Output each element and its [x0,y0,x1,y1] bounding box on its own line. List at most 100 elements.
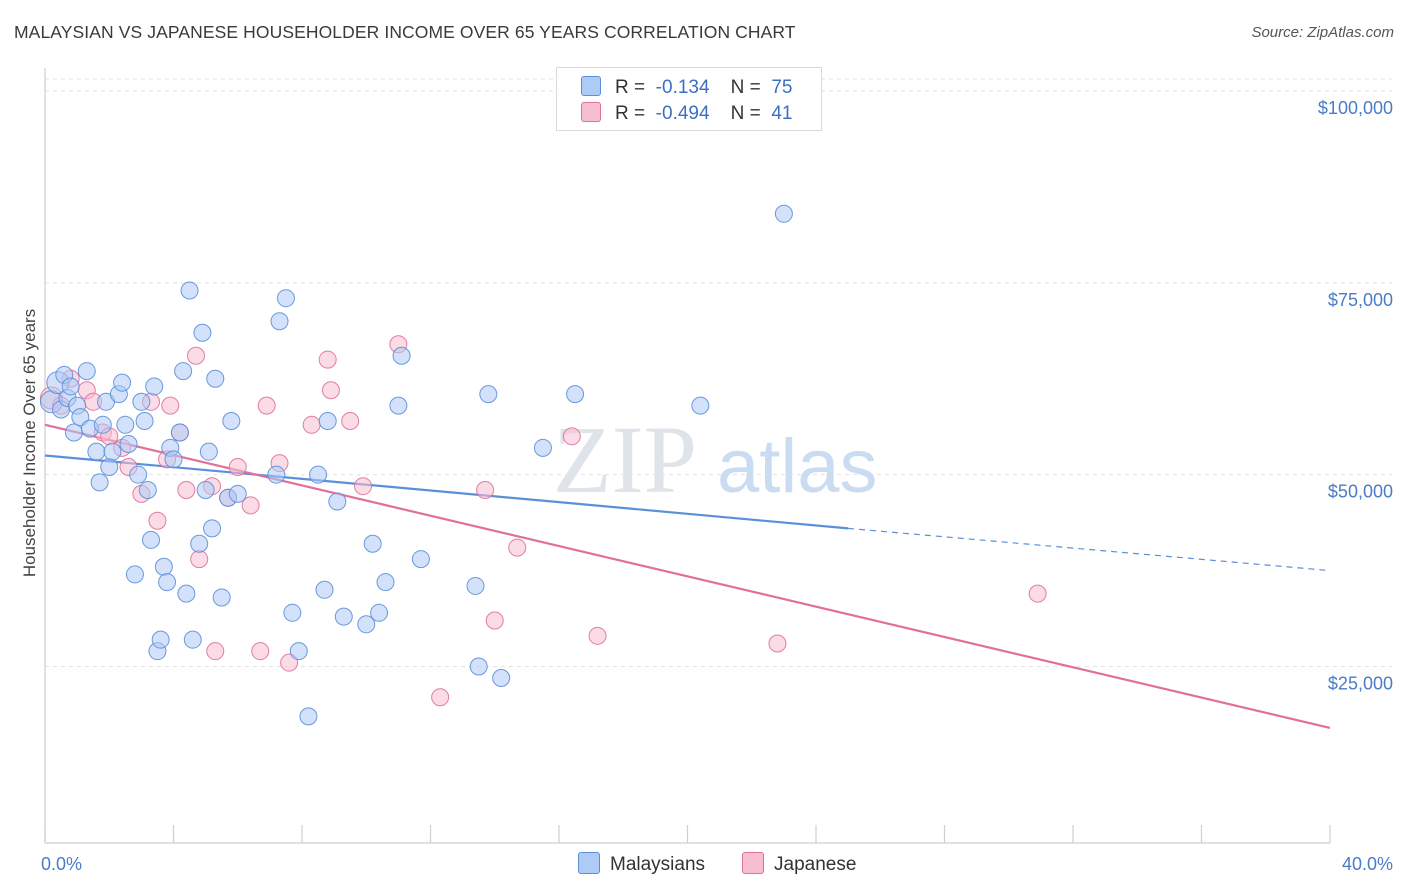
point-malaysians [90,473,109,492]
point-malaysians [203,519,222,538]
point-malaysians [142,530,161,549]
point-malaysians [138,481,157,500]
bottom-legend-label: Malaysians [610,854,706,875]
correlation-legend: R = -0.134 N = 75 R = -0.494 N = 41 [556,67,822,131]
point-malaysians [206,369,225,388]
source-label: Source: ZipAtlas.com [1251,24,1394,41]
point-japanese [280,653,299,672]
point-japanese [341,411,360,430]
point-japanese [476,481,495,500]
watermark-atlas: atlas [717,424,878,509]
point-japanese [1028,584,1047,603]
point-japanese [251,642,270,661]
legend-swatch-japanese [581,102,601,122]
point-malaysians [113,373,132,392]
point-malaysians [533,438,552,457]
trend-line-malaysians [44,454,849,530]
point-malaysians [267,465,286,484]
legend-n-value: 41 [771,103,793,124]
point-malaysians [222,411,241,430]
legend-r-value: -0.494 [655,103,710,124]
point-japanese [302,415,321,434]
point-japanese [768,634,787,653]
point-malaysians [299,707,318,726]
chart-title: MALAYSIAN VS JAPANESE HOUSEHOLDER INCOME… [14,22,796,42]
point-japanese [228,458,247,477]
y-tick-label: $50,000 [1328,482,1393,502]
point-malaysians [61,377,80,396]
point-malaysians [170,423,189,442]
legend-swatch-malaysians [581,76,601,96]
point-malaysians [154,557,173,576]
y-tick-label: $25,000 [1328,674,1393,694]
point-malaysians [193,323,212,342]
point-malaysians [466,576,485,595]
bottom-legend-swatch [578,852,600,874]
point-malaysians [691,396,710,415]
point-malaysians [228,484,247,503]
legend-row-japanese: R = -0.494 N = 41 [581,102,792,126]
point-malaysians [270,312,289,331]
point-malaysians [119,434,138,453]
point-malaysians [116,415,135,434]
point-japanese [321,381,340,400]
tick-labels: $100,000 $75,000 $50,000 $25,000 0.0% 40.0% [41,98,1393,874]
point-malaysians [276,289,295,308]
point-japanese [431,688,450,707]
point-malaysians [283,603,302,622]
y-tick-label: $100,000 [1318,98,1393,118]
y-tick-label: $75,000 [1328,290,1393,310]
watermark-zip: ZIP [553,406,697,513]
point-malaysians [389,396,408,415]
point-malaysians [190,534,209,553]
data-points [39,204,1047,726]
point-malaysians [370,603,389,622]
point-japanese [186,346,205,365]
point-malaysians [196,481,215,500]
point-malaysians [71,408,90,427]
trend-lines [44,423,1331,729]
point-japanese [241,496,260,515]
point-malaysians [469,657,488,676]
trend-line-extension-malaysians [848,527,1331,572]
point-malaysians [492,669,511,688]
legend-n-label: N = [730,103,761,124]
point-malaysians [100,458,119,477]
point-malaysians [164,450,183,469]
point-malaysians [177,584,196,603]
point-japanese [148,511,167,530]
point-malaysians [328,492,347,511]
point-malaysians [376,573,395,592]
point-malaysians [357,615,376,634]
point-japanese [588,626,607,645]
point-japanese [257,396,276,415]
point-japanese [190,550,209,569]
point-malaysians [334,607,353,626]
point-malaysians [318,411,337,430]
x-tick-label: 40.0% [1342,854,1393,874]
point-malaysians [64,423,83,442]
point-malaysians [132,392,151,411]
bottom-legend-malaysians: Malaysians [578,852,705,876]
point-malaysians [199,442,218,461]
legend-n-label: N = [730,77,761,98]
y-axis-label: Householder Income Over 65 years [20,309,39,577]
bottom-legend-label: Japanese [774,854,857,875]
point-malaysians [289,642,308,661]
grid-lines [45,78,1392,668]
point-malaysians [174,362,193,381]
point-japanese [318,350,337,369]
x-tick-label: 0.0% [41,854,82,874]
legend-r-value: -0.134 [655,77,710,98]
point-malaysians [566,385,585,404]
legend-r-label: R = [615,103,646,124]
point-malaysians [129,465,148,484]
point-malaysians [411,550,430,569]
point-japanese [485,611,504,630]
point-malaysians [479,385,498,404]
bottom-legend-swatch [742,852,764,874]
point-malaysians [392,346,411,365]
point-malaysians [158,573,177,592]
point-japanese [177,481,196,500]
